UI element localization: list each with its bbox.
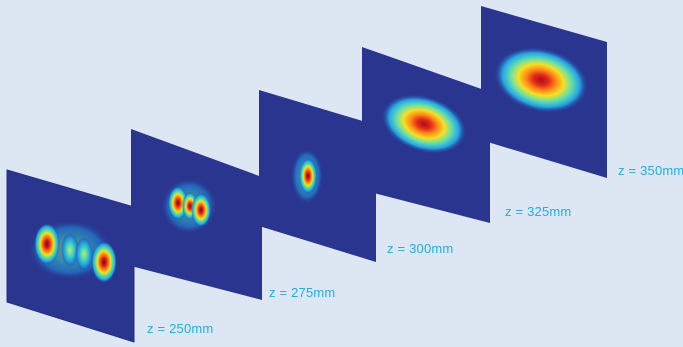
plane-label-z250: z = 250mm <box>147 321 214 336</box>
plane-label-z300: z = 300mm <box>387 241 454 256</box>
plane-label-z350: z = 350mm <box>618 163 683 178</box>
plane-z350 <box>481 6 607 178</box>
plane-z300 <box>259 90 376 262</box>
plane-label-z325: z = 325mm <box>505 204 572 219</box>
plane-label-z275: z = 275mm <box>269 285 336 300</box>
plane-z275 <box>131 129 262 300</box>
plane-z325 <box>362 47 490 223</box>
plane-z250 <box>6 169 135 343</box>
